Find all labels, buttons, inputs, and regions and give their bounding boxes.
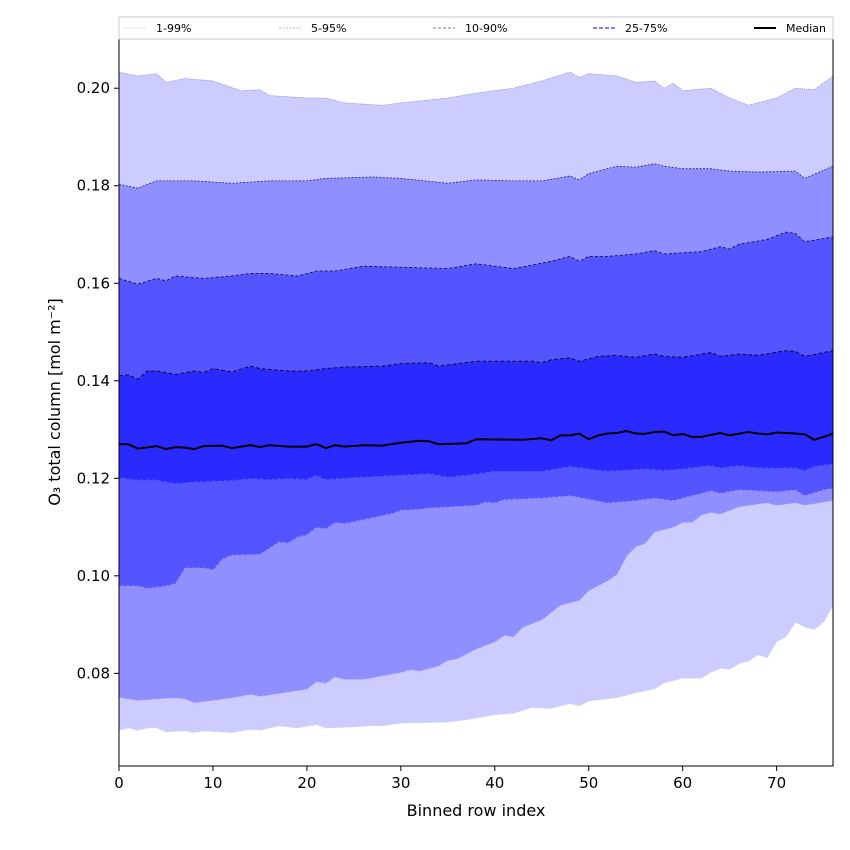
band-1-5 — [119, 500, 833, 733]
legend-label: 25-75% — [625, 22, 667, 35]
y-tick-label: 0.10 — [77, 567, 110, 585]
line-p90 — [118, 231, 834, 285]
band-10-25 — [119, 463, 833, 588]
legend: 1-99% 5-95% 10-90% 25-75% Median — [118, 16, 834, 40]
line-p10 — [119, 487, 834, 589]
x-tick-label: 50 — [579, 774, 598, 792]
band-75-90 — [119, 232, 833, 380]
line-p25 — [118, 463, 834, 484]
band-5-10 — [119, 488, 833, 703]
x-tick-label: 30 — [391, 774, 410, 792]
band-95-99 — [119, 72, 833, 189]
x-axis: 0 10 20 30 40 50 60 70 — [114, 766, 786, 792]
legend-box — [118, 16, 834, 40]
y-tick-label: 0.12 — [77, 469, 110, 487]
x-tick-label: 60 — [673, 774, 692, 792]
y-tick-label: 0.20 — [77, 79, 110, 97]
plot-area — [118, 71, 834, 734]
legend-label: Median — [786, 22, 826, 35]
legend-label: 1-99% — [156, 22, 191, 35]
y-tick-label: 0.18 — [77, 177, 110, 195]
x-tick-label: 40 — [485, 774, 504, 792]
x-tick-label: 0 — [114, 774, 124, 792]
legend-label: 5-95% — [311, 22, 346, 35]
x-tick-label: 10 — [203, 774, 222, 792]
band-25-75 — [119, 350, 833, 484]
y-tick-label: 0.08 — [77, 664, 110, 682]
y-tick-label: 0.14 — [77, 372, 110, 390]
x-tick-label: 70 — [767, 774, 786, 792]
line-p5 — [118, 499, 834, 704]
line-p99 — [118, 71, 834, 106]
line-p75 — [118, 350, 834, 380]
line-p95 — [118, 163, 834, 189]
y-axis: 0.08 0.10 0.12 0.14 0.16 0.18 0.20 — [77, 79, 119, 682]
x-axis-label: Binned row index — [407, 801, 546, 820]
y-tick-label: 0.16 — [77, 274, 110, 292]
band-90-95 — [119, 163, 833, 285]
y-axis-label: O₃ total column [mol m⁻²] — [45, 298, 64, 506]
line-median — [119, 429, 834, 451]
legend-label: 10-90% — [465, 22, 507, 35]
x-tick-label: 20 — [297, 774, 316, 792]
line-p1 — [118, 605, 834, 734]
